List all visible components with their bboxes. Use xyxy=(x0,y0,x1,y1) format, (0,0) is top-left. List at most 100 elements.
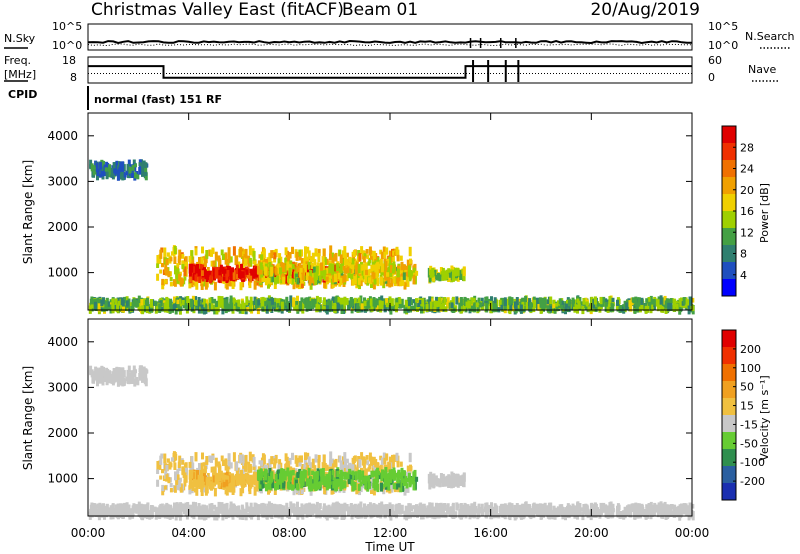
power-echo-cell xyxy=(416,299,420,306)
power-echo-cell xyxy=(232,246,236,256)
velocity-echo-cell xyxy=(240,469,243,480)
power-echo-cell xyxy=(361,264,365,272)
velocity-echo-cell xyxy=(260,463,263,471)
power-echo-cell xyxy=(137,306,141,311)
power-echo-cell xyxy=(536,297,539,304)
power-echo-cell xyxy=(163,252,167,258)
nsearch-tick-low: 10^0 xyxy=(708,39,738,52)
velocity-echo-cell xyxy=(262,463,266,470)
velocity-echo-cell xyxy=(323,463,327,472)
velocity-echo-cell xyxy=(462,482,466,488)
velocity-echo-cell xyxy=(165,474,169,481)
velocity-echo-cell xyxy=(194,480,198,488)
velocity-echo-cell xyxy=(304,452,307,460)
velocity-echo-cell xyxy=(405,508,409,514)
power-echo-cell xyxy=(340,304,344,314)
power-echo-cell xyxy=(390,277,394,287)
velocity-echo-cell xyxy=(337,478,341,485)
velocity-echo-cell xyxy=(224,465,228,471)
power-echo-cell xyxy=(648,301,652,309)
velocity-echo-cell xyxy=(445,475,449,486)
power-echo-cell xyxy=(308,296,312,304)
power-echo-cell xyxy=(395,246,399,255)
velocity-echo-cell xyxy=(105,512,109,518)
velocity-echo-cell xyxy=(311,470,315,475)
velocity-echo-cell xyxy=(315,478,319,487)
power-echo-cell xyxy=(392,261,396,272)
velocity-echo-cell xyxy=(329,459,332,467)
power-echo-cell xyxy=(402,272,406,280)
velocity-echo-cell xyxy=(386,478,389,483)
velocity-echo-cell xyxy=(212,466,216,472)
power-echo-cell xyxy=(645,298,649,303)
velocity-echo-cell xyxy=(197,474,201,483)
velocity-echo-cell xyxy=(372,470,376,477)
velocity-echo-cell xyxy=(213,487,217,497)
power-echo-cell xyxy=(467,300,471,309)
power-echo-cell xyxy=(121,300,125,306)
power-echo-cell xyxy=(615,303,619,310)
power-echo-cell xyxy=(292,271,296,280)
power-echo-cell xyxy=(280,273,284,281)
power-echo-cell xyxy=(194,248,198,256)
velocity-echo-cell xyxy=(296,474,300,482)
power-echo-cell xyxy=(187,304,191,309)
power-echo-cell xyxy=(242,268,246,273)
power-echo-cell xyxy=(417,302,421,307)
power-echo-cell xyxy=(277,258,281,264)
power-echo-cell xyxy=(94,301,97,311)
velocity-echo-cell xyxy=(500,503,504,513)
power-echo-cell xyxy=(190,250,194,260)
power-echo-cell xyxy=(246,307,250,312)
velocity-echo-cell xyxy=(175,480,179,485)
range-tick-label: 2000 xyxy=(47,220,78,234)
power-echo-cell xyxy=(131,164,135,171)
velocity-echo-cell xyxy=(167,477,171,484)
power-echo-cell xyxy=(380,295,384,305)
power-echo-cell xyxy=(555,306,559,311)
colorbar-tick-label: 24 xyxy=(740,163,754,176)
power-echo-cell xyxy=(368,246,372,255)
velocity-echo-cell xyxy=(158,460,162,470)
power-echo-cell xyxy=(146,297,149,307)
velocity-echo-cell xyxy=(248,451,252,462)
velocity-echo-cell xyxy=(336,470,340,477)
velocity-echo-cell xyxy=(355,487,359,495)
velocity-echo-cell xyxy=(206,477,210,483)
velocity-echo-cell xyxy=(163,485,167,490)
power-echo-cell xyxy=(383,304,387,313)
power-echo-cell xyxy=(174,265,177,275)
power-echo-cell xyxy=(279,267,282,275)
velocity-echo-cell xyxy=(159,475,163,480)
power-echo-cell xyxy=(308,300,312,311)
velocity-echo-cell xyxy=(322,454,326,464)
velocity-echo-cell xyxy=(351,481,355,492)
velocity-echo-cell xyxy=(252,474,256,485)
velocity-echo-cell xyxy=(412,480,416,491)
power-echo-cell xyxy=(315,265,319,274)
power-echo-cell xyxy=(244,257,248,266)
power-echo-cell xyxy=(308,275,312,286)
power-echo-cell xyxy=(225,273,229,281)
velocity-echo-cell xyxy=(169,483,173,488)
velocity-echo-cell xyxy=(200,476,204,482)
velocity-echo-cell xyxy=(308,502,312,510)
power-echo-cell xyxy=(552,303,556,309)
power-echo-cell xyxy=(413,302,417,312)
power-echo-cell xyxy=(212,260,216,266)
power-echo-cell xyxy=(503,303,507,310)
velocity-echo-cell xyxy=(368,483,371,489)
velocity-echo-cell xyxy=(370,487,373,494)
velocity-echo-cell xyxy=(241,477,245,485)
velocity-echo-cell xyxy=(328,466,332,472)
velocity-echo-cell xyxy=(220,455,224,462)
velocity-echo-cell xyxy=(339,460,343,470)
velocity-echo-cell xyxy=(415,476,419,482)
power-echo-cell xyxy=(239,282,243,291)
velocity-echo-cell xyxy=(286,467,290,477)
velocity-echo-cell xyxy=(363,475,367,482)
velocity-echo-cell xyxy=(367,467,371,472)
velocity-echo-cell xyxy=(362,462,366,469)
power-colorbar-swatches xyxy=(721,125,737,297)
power-echo-cell xyxy=(566,299,569,305)
